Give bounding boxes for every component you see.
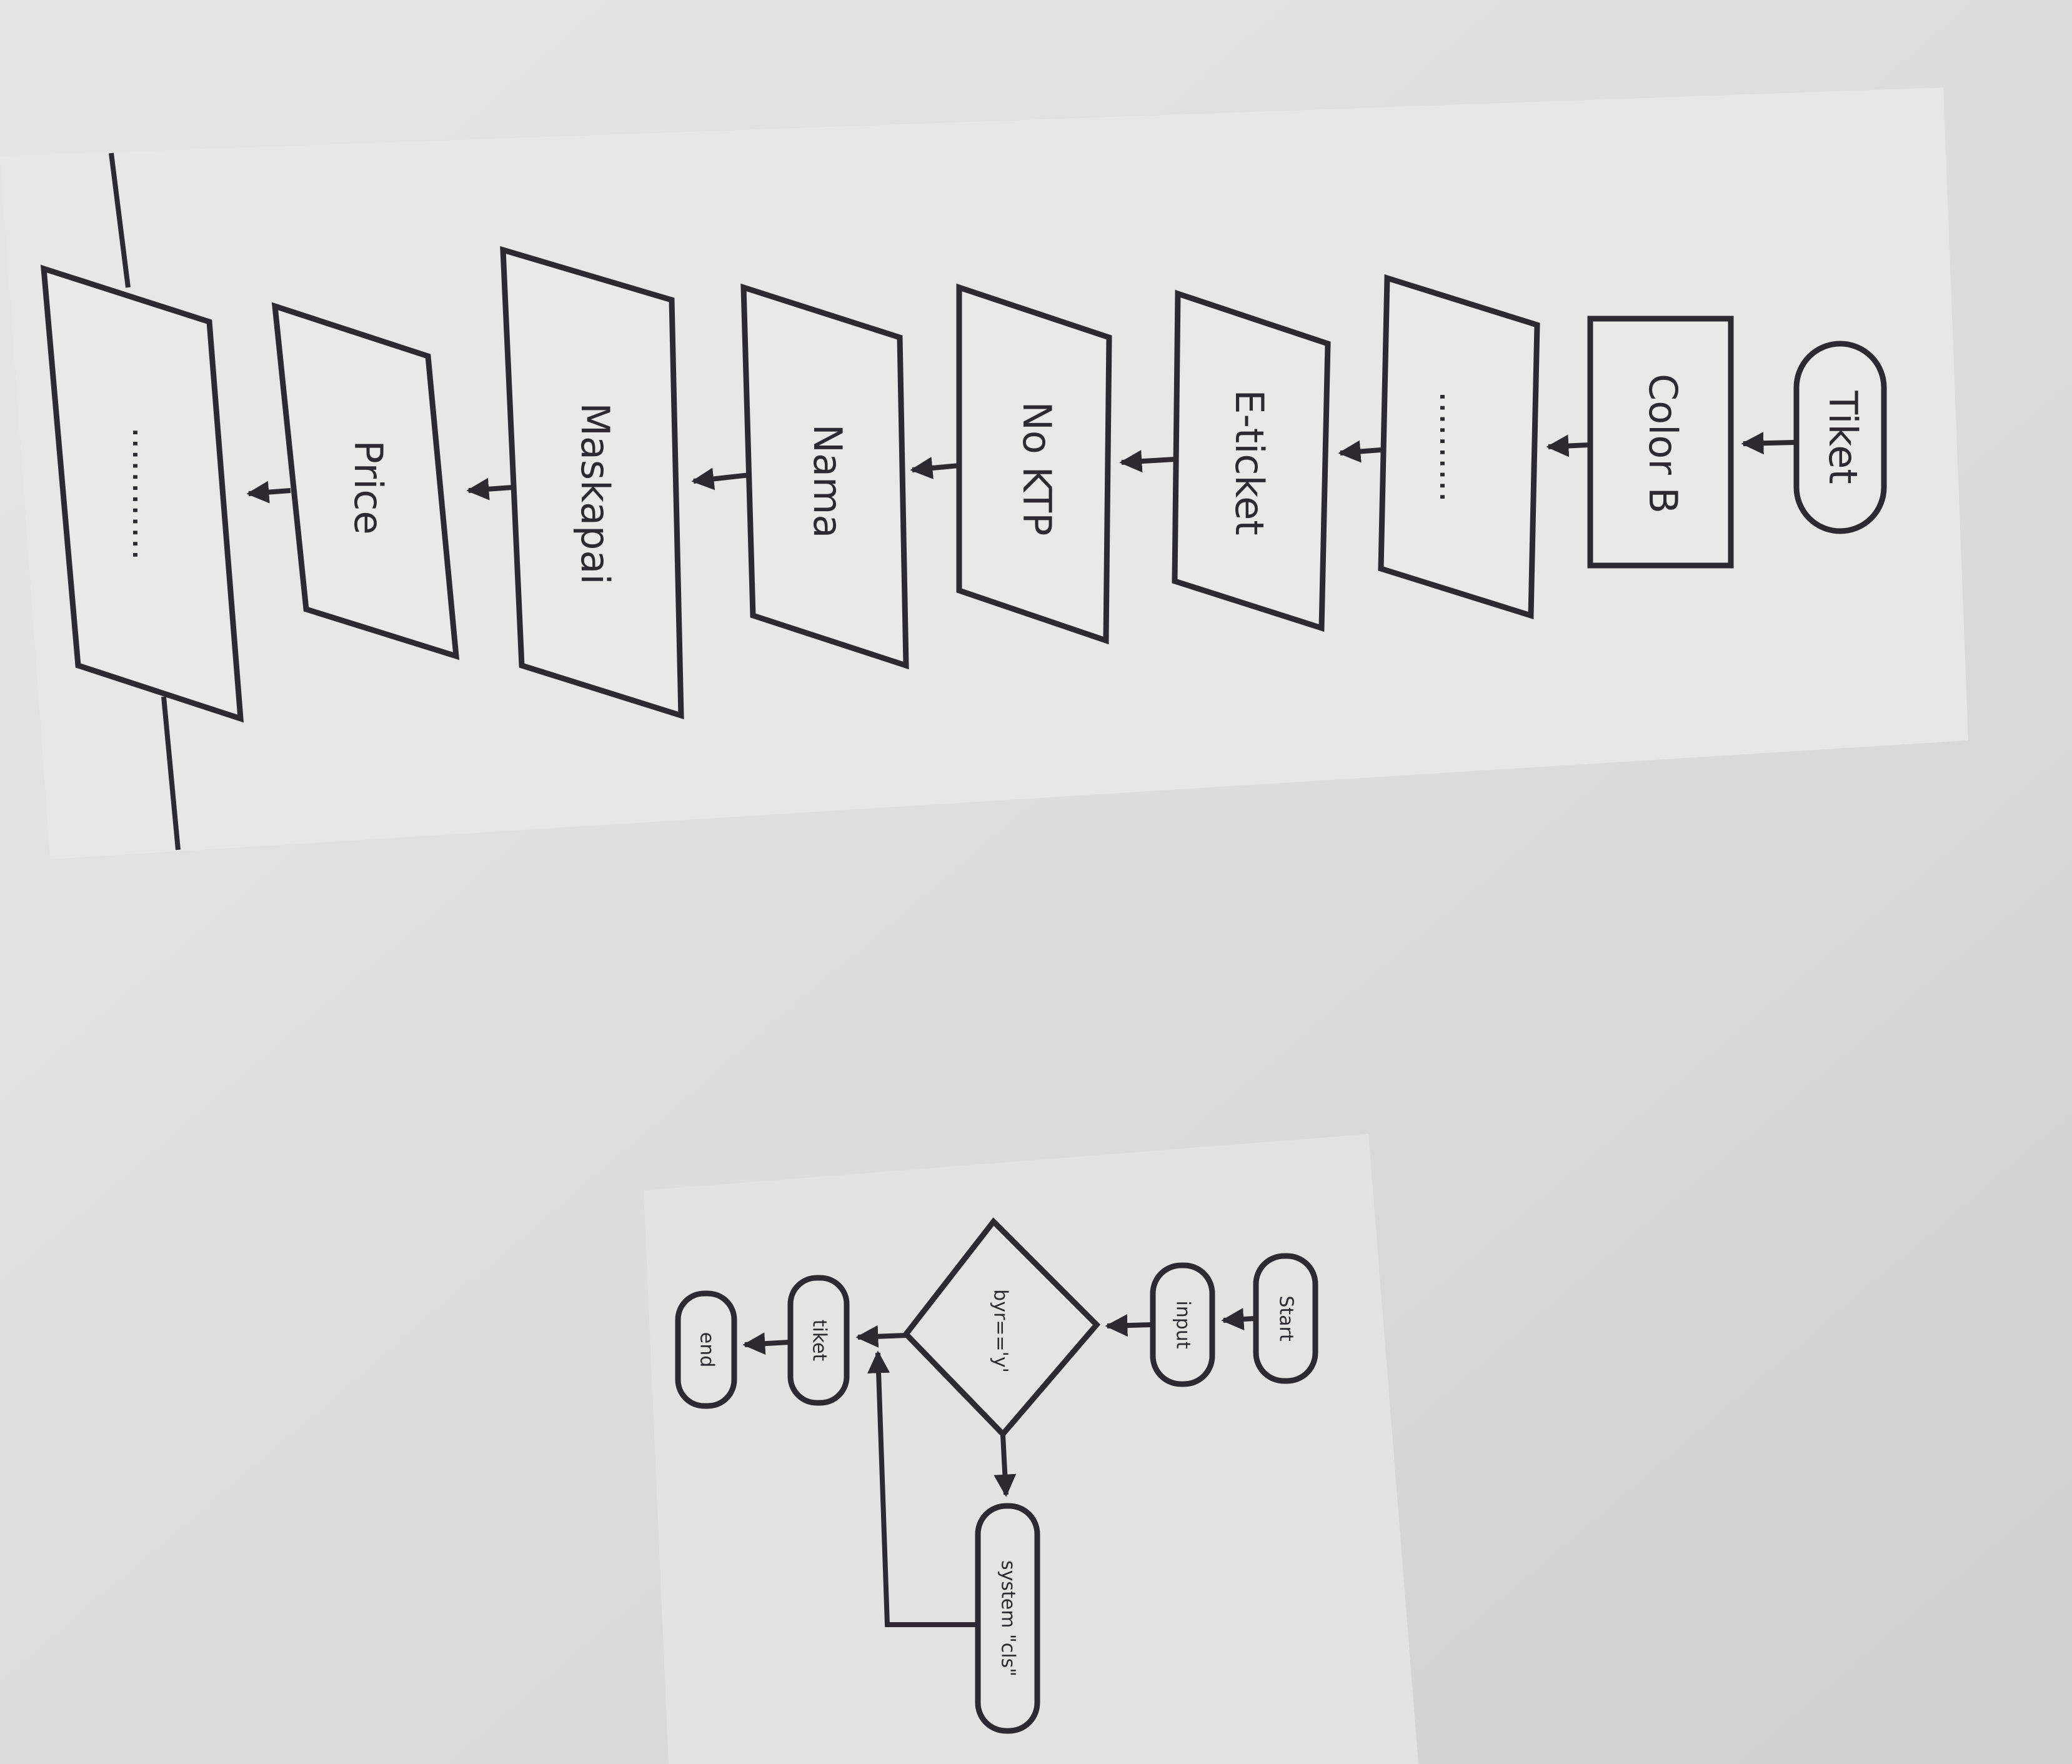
node-cls: system "cls"	[975, 1503, 1040, 1734]
node-end: end	[675, 1290, 737, 1409]
node-tiket2-label: tiket	[809, 1320, 830, 1362]
node-nama: Nama	[740, 283, 909, 670]
node-dots1: ..........	[1378, 274, 1540, 620]
arrow-decision-cls	[994, 1435, 1017, 1497]
node-noktp-label: No KTP	[1014, 401, 1060, 536]
arrow-input-decision	[1105, 1314, 1152, 1337]
arrow-price-dots2	[246, 481, 291, 504]
node-decision-label: byr=='y'	[990, 1289, 1012, 1373]
arrow-noktp-nama	[910, 457, 960, 479]
node-price: Price	[271, 302, 460, 660]
node-price-label: Price	[346, 440, 391, 534]
node-eticket: E-ticket	[1172, 289, 1331, 632]
arrow-cls-tiket	[867, 1350, 977, 1627]
node-end-label: end	[696, 1332, 718, 1368]
node-tiket2: tiket	[787, 1275, 850, 1406]
arrow-maskapai-price	[466, 477, 513, 501]
node-dots2: ............	[40, 264, 244, 723]
arrow-tiket-end	[742, 1332, 790, 1355]
node-color-label: Color B	[1640, 374, 1686, 514]
node-dots2-label: ............	[124, 427, 165, 561]
node-maskapai: Maskapai	[500, 246, 684, 720]
lower-arrows	[742, 1308, 1255, 1627]
arrow-color-dots1	[1546, 434, 1590, 457]
node-input: input	[1150, 1262, 1215, 1387]
node-noktp: No KTP	[956, 283, 1112, 645]
node-tiket-label: Tiket	[1820, 390, 1866, 484]
node-eticket-label: E-ticket	[1227, 389, 1272, 535]
node-start-label: Start	[1275, 1295, 1297, 1342]
upper-arrows	[246, 432, 1796, 504]
node-color: Color B	[1587, 316, 1734, 569]
arrow-start-input	[1221, 1308, 1255, 1331]
node-input-label: input	[1172, 1300, 1194, 1348]
arrow-nama-maskapai	[691, 467, 750, 491]
flow-line-bottom	[161, 696, 181, 850]
node-tiket: Tiket	[1793, 341, 1887, 534]
node-dots1-label: ..........	[1432, 391, 1472, 502]
arrow-eticket-noktp	[1119, 450, 1175, 473]
node-nama-label: Nama	[805, 424, 850, 539]
node-maskapai-label: Maskapai	[572, 402, 618, 584]
node-decision: byr=='y'	[902, 1217, 1101, 1438]
arrow-dots1-eticket	[1338, 440, 1382, 463]
flow-line-top	[109, 152, 131, 288]
node-start: Start	[1253, 1253, 1318, 1384]
arrow-tiket-color	[1741, 432, 1796, 455]
node-cls-label: system "cls"	[997, 1560, 1019, 1677]
arrow-decision-tiket	[855, 1325, 907, 1348]
